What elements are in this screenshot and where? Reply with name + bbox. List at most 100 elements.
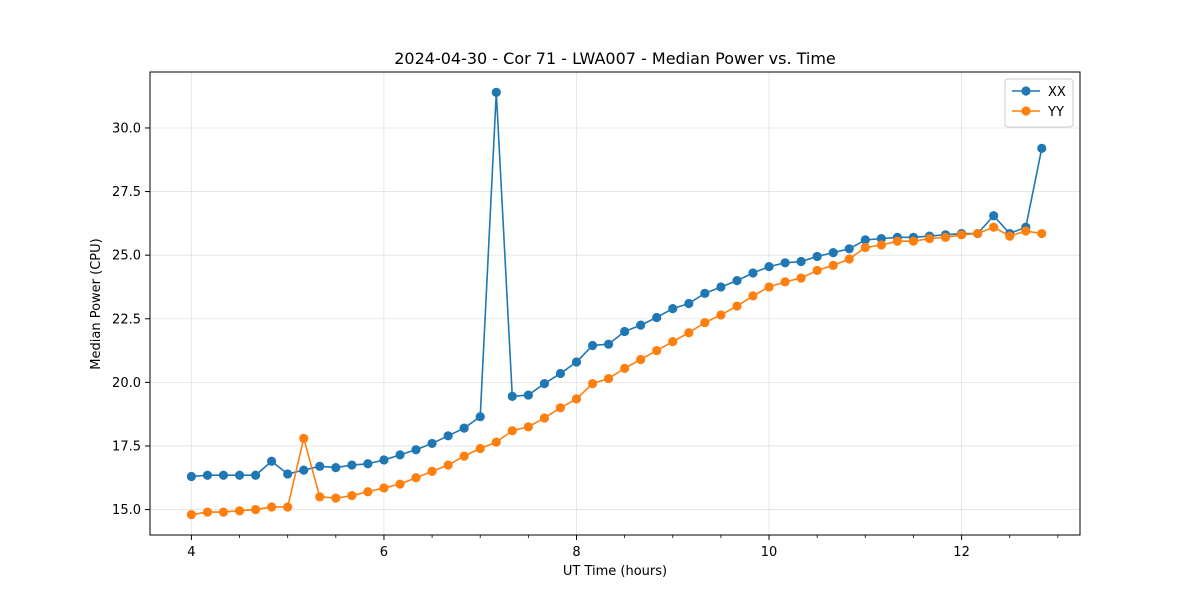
data-point-yy [620, 363, 630, 373]
data-point-xx [523, 390, 533, 400]
data-point-yy [266, 502, 277, 512]
legend-marker [1021, 106, 1031, 116]
data-point-yy [924, 234, 935, 244]
data-point-xx [555, 368, 566, 379]
data-point-yy [539, 413, 550, 423]
data-point-yy [411, 473, 421, 483]
data-point-xx [620, 326, 630, 337]
data-point-xx [266, 456, 277, 466]
chart-title: 2024-04-30 - Cor 71 - LWA007 - Median Po… [394, 49, 836, 68]
legend-item-xx: XX [1012, 85, 1066, 100]
legend: XX YY [1004, 78, 1074, 128]
data-point-xx [844, 244, 854, 254]
data-point-yy [989, 222, 999, 232]
x-axis-label: UT Time (hours) [563, 564, 667, 579]
data-point-xx [491, 87, 501, 97]
x-tick-label: 4 [187, 545, 195, 560]
data-point-yy [427, 466, 437, 476]
data-point-yy [315, 492, 325, 502]
data-point-yy [202, 507, 213, 517]
data-point-yy [636, 354, 646, 365]
data-point-yy [603, 373, 614, 384]
data-point-xx [636, 320, 646, 330]
y-tick-label: 30.0 [112, 121, 141, 136]
data-point-xx [539, 379, 550, 389]
data-point-yy [555, 403, 566, 413]
legend-label: YY [1047, 105, 1064, 120]
x-tick-label: 10 [761, 545, 778, 560]
data-point-yy [684, 328, 694, 338]
data-point-yy [940, 232, 951, 242]
data-point-yy [283, 502, 293, 512]
data-point-xx [1037, 143, 1047, 153]
data-point-yy [652, 345, 662, 356]
data-point-xx [876, 234, 886, 244]
data-point-xx [347, 460, 357, 470]
data-point-yy [475, 443, 485, 454]
data-point-yy [748, 291, 758, 301]
data-point-yy [796, 273, 806, 283]
data-point-yy [668, 337, 678, 347]
data-point-xx [218, 470, 229, 480]
series-line-xx [191, 91, 1043, 478]
data-point-yy [491, 437, 501, 447]
series-line-yy [191, 226, 1042, 516]
data-point-xx [812, 251, 822, 262]
data-point-xx [780, 258, 790, 268]
data-point-xx [427, 438, 437, 449]
data-point-xx [748, 268, 758, 278]
grid [150, 72, 1080, 535]
data-point-yy [571, 394, 582, 404]
data-point-yy [459, 451, 469, 461]
data-point-yy [587, 379, 598, 389]
series-xx [186, 87, 1047, 482]
data-point-yy [1005, 231, 1015, 241]
data-point-xx [395, 450, 405, 460]
data-point-xx [668, 303, 678, 314]
data-point-xx [860, 235, 870, 245]
data-point-xx [411, 445, 421, 455]
data-point-yy [251, 504, 261, 515]
legend-marker [1021, 86, 1031, 96]
data-point-xx [315, 461, 325, 471]
data-point-yy [700, 317, 710, 328]
series-yy [186, 222, 1047, 520]
data-point-yy [363, 487, 373, 497]
data-point-yy [892, 236, 902, 246]
y-tick-label: 20.0 [112, 376, 141, 391]
data-point-xx [603, 339, 614, 349]
x-tick-label: 8 [572, 545, 580, 560]
data-point-yy [780, 277, 790, 287]
y-tick-label: 27.5 [112, 185, 141, 200]
data-point-yy [956, 230, 967, 240]
data-point-xx [331, 462, 341, 473]
data-point-yy [395, 479, 405, 489]
legend-item-yy: YY [1012, 105, 1064, 120]
data-point-yy [876, 240, 886, 250]
data-point-xx [283, 469, 293, 479]
data-point-yy [299, 433, 309, 443]
data-point-xx [764, 262, 774, 272]
data-point-xx [828, 248, 838, 258]
data-point-yy [828, 260, 838, 270]
data-point-yy [218, 507, 229, 517]
data-point-yy [186, 510, 196, 520]
plot-series [186, 87, 1047, 520]
data-point-yy [443, 460, 453, 470]
data-point-yy [812, 265, 822, 276]
data-point-yy [973, 228, 983, 239]
data-point-yy [523, 422, 533, 432]
data-point-xx [251, 470, 261, 480]
x-tick-label: 6 [380, 545, 388, 560]
data-point-xx [507, 391, 517, 401]
data-point-yy [844, 254, 854, 264]
data-point-yy [1021, 226, 1031, 236]
data-point-xx [989, 211, 999, 221]
data-point-xx [652, 312, 662, 323]
data-point-xx [443, 431, 453, 441]
data-point-yy [860, 242, 870, 253]
y-tick-label: 25.0 [112, 249, 141, 264]
x-tick-label: 12 [953, 545, 970, 560]
data-point-yy [908, 236, 919, 246]
